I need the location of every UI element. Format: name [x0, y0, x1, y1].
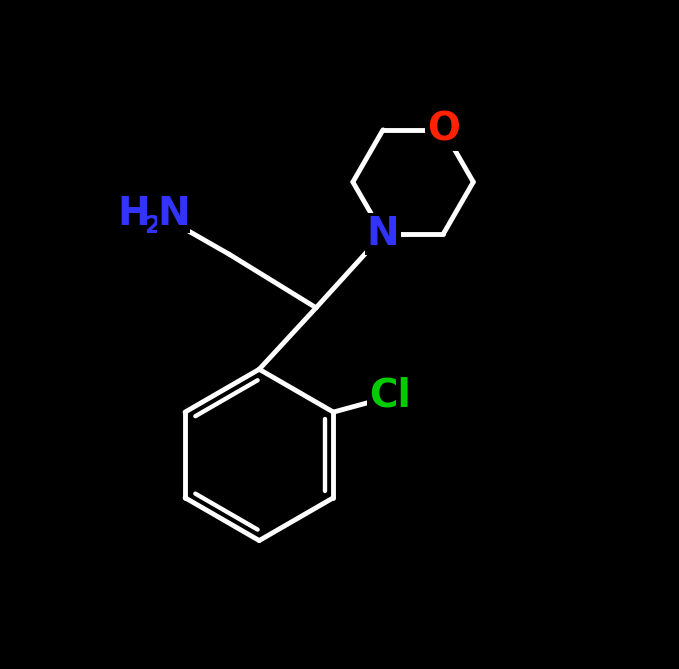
Text: O: O	[426, 111, 460, 149]
Text: H: H	[117, 195, 150, 233]
Text: N: N	[367, 215, 399, 253]
Text: 2: 2	[144, 214, 160, 238]
Text: Cl: Cl	[369, 377, 411, 414]
Text: N: N	[158, 195, 190, 233]
